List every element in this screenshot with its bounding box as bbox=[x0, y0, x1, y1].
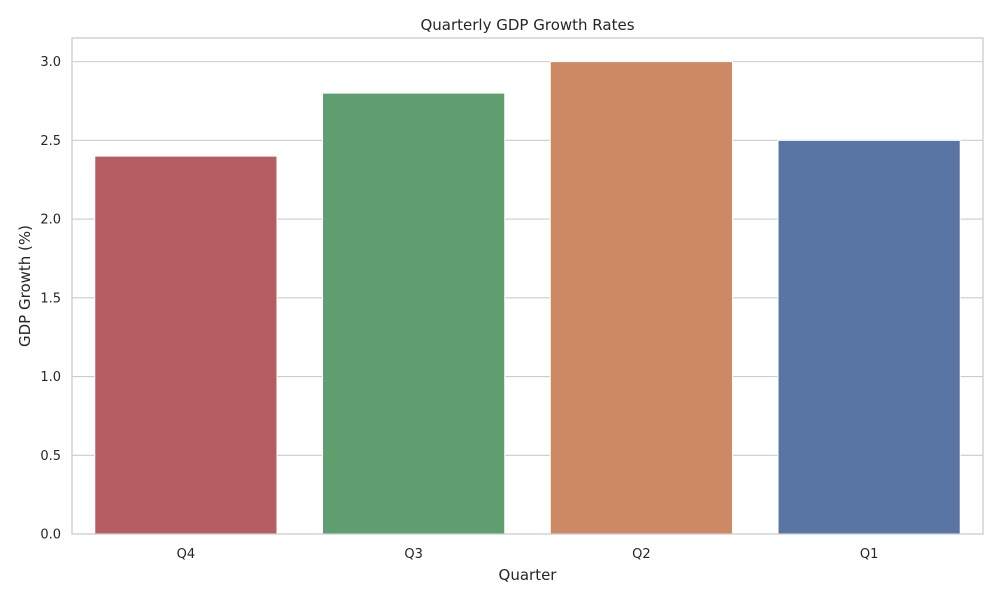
y-tick-label: 1.0 bbox=[40, 370, 61, 385]
y-tick-label: 1.5 bbox=[40, 291, 61, 306]
x-tick-label: Q1 bbox=[860, 547, 879, 562]
y-tick-label: 0.5 bbox=[40, 449, 61, 464]
bar-q1 bbox=[777, 139, 961, 535]
bar-q3 bbox=[322, 92, 506, 535]
y-tick-label: 2.0 bbox=[40, 213, 61, 228]
x-axis-label: Quarter bbox=[499, 566, 558, 584]
y-tick-label: 2.5 bbox=[40, 134, 61, 149]
plot-frame bbox=[71, 37, 984, 535]
y-tick-label: 3.0 bbox=[40, 55, 61, 70]
bars bbox=[94, 61, 961, 535]
x-tick-label: Q3 bbox=[404, 547, 423, 562]
x-tick-labels: Q4 Q3 Q2 Q1 bbox=[177, 547, 879, 562]
bar-q2 bbox=[549, 61, 733, 535]
x-tick-label: Q2 bbox=[632, 547, 651, 562]
x-tick-label: Q4 bbox=[177, 547, 196, 562]
y-tick-labels: 0.0 0.5 1.0 1.5 2.0 2.5 3.0 bbox=[40, 55, 61, 542]
chart-title: Quarterly GDP Growth Rates bbox=[420, 16, 634, 34]
bar-q4 bbox=[94, 155, 278, 535]
y-tick-label: 0.0 bbox=[40, 528, 61, 543]
y-axis-label: GDP Growth (%) bbox=[16, 225, 34, 347]
